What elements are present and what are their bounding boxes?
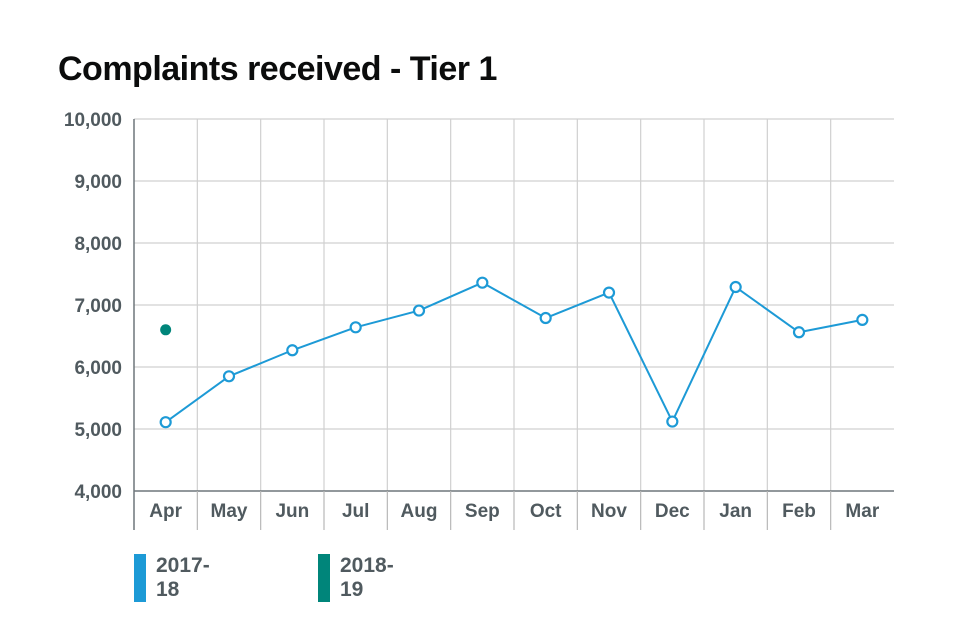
- y-tick-label: 6,000: [74, 358, 122, 379]
- data-point-2017-18: [412, 304, 426, 317]
- x-tick-label: Jul: [342, 501, 369, 522]
- x-tick-label: Jan: [719, 501, 752, 522]
- legend-label-2017-18: 2017-18: [156, 554, 210, 601]
- x-tick-label: Oct: [530, 501, 562, 522]
- y-tick-label: 7,000: [74, 296, 122, 317]
- chart-title: Complaints received - Tier 1: [58, 50, 497, 88]
- legend-swatch-2017-18: [134, 554, 146, 602]
- legend-label-2018-19: 2018-19: [340, 554, 394, 601]
- legend-swatch-2018-19: [318, 554, 330, 602]
- data-point-2017-18: [476, 276, 489, 289]
- x-tick-label: Mar: [845, 501, 879, 522]
- data-point-2017-18: [792, 326, 806, 339]
- y-tick-label: 8,000: [74, 234, 122, 255]
- x-tick-label: Aug: [401, 501, 438, 522]
- x-tick-label: Sep: [465, 501, 500, 522]
- data-point-2017-18: [539, 311, 552, 325]
- x-tick-label: Jun: [275, 501, 309, 522]
- data-point-2017-18: [729, 280, 742, 294]
- series-line-2017-18: [165, 281, 863, 423]
- data-point-2017-18: [666, 415, 679, 428]
- data-point-2017-18: [856, 313, 869, 326]
- x-tick-label: May: [211, 501, 248, 522]
- data-point-2017-18: [222, 370, 236, 383]
- y-tick-label: 5,000: [74, 420, 122, 441]
- y-tick-label: 4,000: [74, 482, 122, 503]
- x-tick-label: Nov: [591, 501, 627, 522]
- y-tick-label: 9,000: [74, 172, 122, 193]
- y-tick-label: 10,000: [64, 110, 122, 131]
- x-tick-label: Apr: [149, 501, 182, 522]
- data-point-2017-18: [286, 344, 299, 357]
- data-point-2017-18: [159, 416, 172, 429]
- data-point-2017-18: [349, 321, 362, 334]
- x-tick-label: Feb: [782, 501, 816, 522]
- data-point-2017-18: [602, 286, 616, 299]
- data-point-2018-19: [160, 324, 172, 336]
- x-tick-label: Dec: [655, 501, 690, 522]
